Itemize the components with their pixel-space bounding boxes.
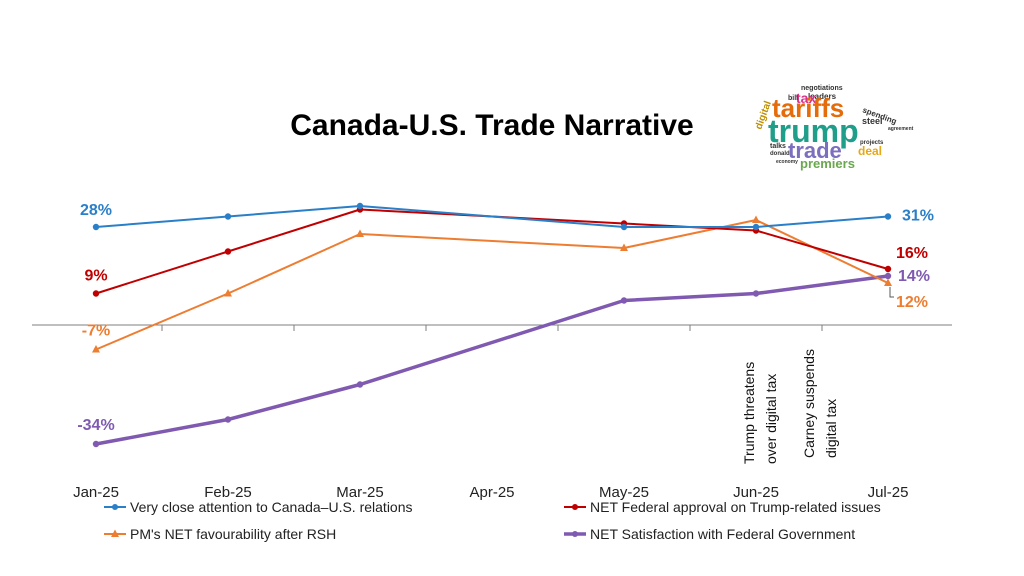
data-point-very-close-attention-to-canada-u-s-relations xyxy=(752,223,760,231)
word-cloud-deal: deal xyxy=(858,144,882,158)
data-point-pm-s-net-favourability-after-rsh xyxy=(224,289,232,297)
x-tick-label-jan-25: Jan-25 xyxy=(73,484,119,501)
legend-item-net-federal-approval-on-trump-related-issues: NET Federal approval on Trump-related is… xyxy=(564,499,881,515)
x-tick-label-jun-25: Jun-25 xyxy=(733,484,779,501)
event-annotations: Trump threatens over digital tax Carney … xyxy=(741,345,839,464)
word-cloud-donald: donald xyxy=(770,151,790,157)
legend-item-net-satisfaction-with-federal-government: NET Satisfaction with Federal Government xyxy=(564,526,855,542)
word-cloud-economy: economy xyxy=(776,159,798,165)
word-cloud-tariffs: tariffs xyxy=(772,93,844,123)
data-label-net-satisfaction-with-federal-government: 14% xyxy=(898,268,930,285)
word-cloud-trump: trump xyxy=(768,113,859,149)
chart-title: Canada-U.S. Trade Narrative xyxy=(290,109,694,142)
data-point-very-close-attention-to-canada-u-s-relations xyxy=(356,202,364,210)
data-point-pm-s-net-favourability-after-rsh xyxy=(884,278,892,286)
data-point-net-satisfaction-with-federal-government xyxy=(224,416,232,423)
word-cloud-trade: trade xyxy=(788,138,842,163)
x-axis-labels: Jan-25 Feb-25 Mar-25 Apr-25 May-25 Jun-25 Jul-… xyxy=(73,484,908,501)
data-point-very-close-attention-to-canada-u-s-relations xyxy=(884,213,892,220)
legend-marker xyxy=(112,504,118,510)
legend-label: NET Satisfaction with Federal Government xyxy=(590,526,855,542)
word-cloud-backdrop xyxy=(744,74,900,178)
data-label-very-close-attention-to-canada-u-s-relations: 31% xyxy=(902,208,934,225)
series-net-satisfaction-with-federal-government xyxy=(92,272,892,448)
annotation-trump-threatens: Trump threatens over digital tax xyxy=(741,358,779,464)
series-pm-s-net-favourability-after-rsh xyxy=(92,215,892,353)
data-point-pm-s-net-favourability-after-rsh xyxy=(620,243,628,251)
data-label-leader-line xyxy=(889,287,894,298)
legend-item-pm-s-net-favourability-after-rsh: PM's NET favourability after RSH xyxy=(104,526,336,542)
data-point-very-close-attention-to-canada-u-s-relations xyxy=(224,213,232,220)
legend-label: NET Federal approval on Trump-related is… xyxy=(590,499,881,515)
x-tick-label-apr-25: Apr-25 xyxy=(469,484,514,501)
annotation-carney-suspends-line1: Carney suspends xyxy=(801,349,817,458)
series-line-pm-s-net-favourability-after-rsh xyxy=(95,219,889,351)
data-point-net-satisfaction-with-federal-government xyxy=(884,272,892,280)
series-line-net-federal-approval-on-trump-related-issues xyxy=(95,208,889,295)
series-line-net-satisfaction-with-federal-government xyxy=(95,274,889,446)
data-label-net-satisfaction-with-federal-government: -34% xyxy=(77,417,114,434)
legend-marker xyxy=(572,504,578,510)
word-cloud-tax: tax xyxy=(796,90,816,106)
data-point-net-satisfaction-with-federal-government xyxy=(620,297,628,304)
data-point-very-close-attention-to-canada-u-s-relations xyxy=(620,223,628,231)
data-label-very-close-attention-to-canada-u-s-relations: 28% xyxy=(80,202,112,219)
data-label-net-federal-approval-on-trump-related-issues: 9% xyxy=(84,268,107,285)
annotation-trump-threatens-line2: over digital tax xyxy=(763,374,779,464)
word-cloud-steel: steel xyxy=(862,116,883,126)
series-layer xyxy=(92,202,892,448)
legend-label: Very close attention to Canada–U.S. rela… xyxy=(130,499,413,515)
annotation-trump-threatens-line1: Trump threatens xyxy=(741,362,757,464)
x-tick-label-mar-25: Mar-25 xyxy=(336,484,384,501)
data-label-layer: -34% 14% -7% 12% 9% 16% 28% 31% xyxy=(77,202,934,434)
legend-item-very-close-attention-to-canada-u-s-relations: Very close attention to Canada–U.S. rela… xyxy=(104,499,413,515)
data-point-net-federal-approval-on-trump-related-issues xyxy=(92,290,100,297)
x-tick-label-may-25: May-25 xyxy=(599,484,649,501)
annotation-carney-suspends: Carney suspends digital tax xyxy=(801,345,839,458)
data-point-very-close-attention-to-canada-u-s-relations xyxy=(92,223,100,231)
data-point-net-satisfaction-with-federal-government xyxy=(752,290,760,297)
x-axis-ticks xyxy=(161,325,823,331)
word-cloud-negotiations: negotiations xyxy=(801,85,843,92)
data-point-net-satisfaction-with-federal-government xyxy=(92,440,100,448)
data-point-pm-s-net-favourability-after-rsh xyxy=(356,229,364,237)
data-point-pm-s-net-favourability-after-rsh xyxy=(92,345,100,353)
word-cloud-projects: projects xyxy=(860,140,884,146)
word-cloud-image: negotiations leaders tax bill spending t… xyxy=(744,74,914,178)
data-label-pm-s-net-favourability-after-rsh: 12% xyxy=(896,294,928,311)
word-cloud-bill: bill xyxy=(788,95,798,102)
word-cloud-agreement: agreement xyxy=(888,126,914,132)
data-label-net-federal-approval-on-trump-related-issues: 16% xyxy=(896,245,928,262)
word-cloud-premiers: premiers xyxy=(800,156,855,171)
data-label-pm-s-net-favourability-after-rsh: -7% xyxy=(82,323,110,340)
data-point-pm-s-net-favourability-after-rsh xyxy=(752,215,760,223)
legend-marker xyxy=(111,529,119,537)
data-point-net-federal-approval-on-trump-related-issues xyxy=(224,248,232,255)
data-point-net-satisfaction-with-federal-government xyxy=(356,381,364,388)
series-very-close-attention-to-canada-u-s-relations xyxy=(92,202,892,231)
series-net-federal-approval-on-trump-related-issues xyxy=(92,206,892,297)
annotation-carney-suspends-line2: digital tax xyxy=(823,399,839,458)
x-tick-label-feb-25: Feb-25 xyxy=(204,484,252,501)
data-point-net-federal-approval-on-trump-related-issues xyxy=(884,265,892,273)
chart-legend: Very close attention to Canada–U.S. rela… xyxy=(104,499,881,542)
word-cloud-leaders: leaders xyxy=(808,92,837,101)
x-tick-label-jul-25: Jul-25 xyxy=(868,484,909,501)
legend-label: PM's NET favourability after RSH xyxy=(130,526,336,542)
word-cloud-talks: talks xyxy=(770,143,786,150)
legend-marker xyxy=(572,531,578,537)
series-line-very-close-attention-to-canada-u-s-relations xyxy=(95,205,889,228)
